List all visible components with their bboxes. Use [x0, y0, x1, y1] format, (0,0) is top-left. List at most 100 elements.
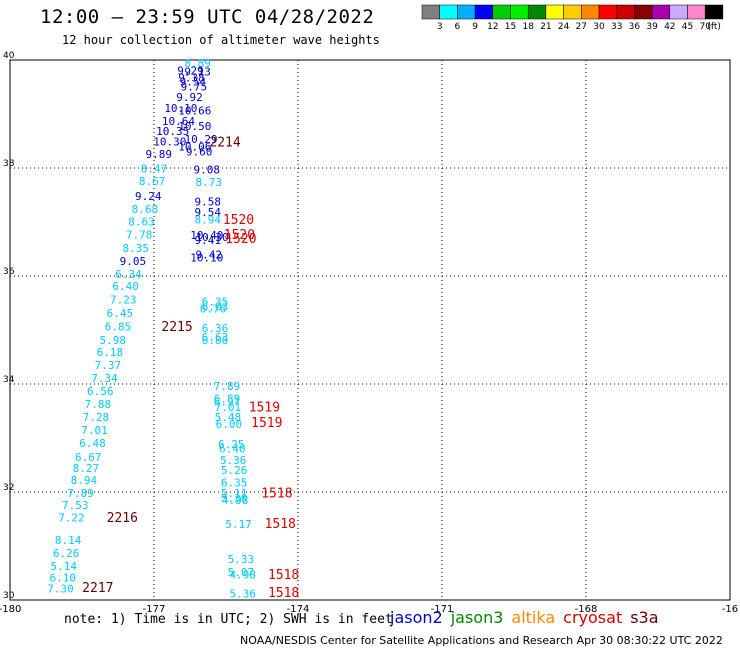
legend-entry-s3a: s3a — [630, 608, 659, 627]
wave-height-label: 5.98 — [99, 334, 126, 347]
wave-height-label: 7.89 — [67, 487, 94, 500]
colorbar-label: 36 — [629, 22, 641, 32]
wave-height-label: 7.53 — [62, 499, 89, 512]
wave-height-label: 9.75 — [181, 81, 208, 94]
colorbar-label: 42 — [664, 22, 675, 32]
colorbar-swatch — [457, 4, 476, 20]
pass-time-label: 1518 — [268, 586, 299, 601]
wave-height-label: 6.48 — [79, 437, 106, 450]
wave-height-label: 8.73 — [195, 176, 222, 189]
wave-height-label: 6.85 — [105, 320, 132, 333]
x-tick-label: -171 — [431, 604, 454, 615]
footer-note: note: 1) Time is in UTC; 2) SWH is in fe… — [64, 612, 393, 627]
wave-height-label: 9.41 — [195, 234, 222, 247]
wave-height-label: 10.50 — [178, 120, 211, 133]
pass-time-label: 1520 — [224, 228, 255, 243]
colorbar-label: 27 — [576, 22, 587, 32]
pass-time-label: 2215 — [161, 320, 192, 335]
wave-height-label: 6.25 — [218, 438, 245, 451]
wave-height-label: 6.18 — [97, 346, 124, 359]
wave-height-label: 10.10 — [164, 102, 197, 115]
wave-height-label: 7.89 — [214, 380, 241, 393]
colorbar-label: 18 — [522, 22, 534, 32]
wave-height-label: 7.37 — [95, 359, 122, 372]
colorbar-label: 15 — [505, 22, 516, 32]
wave-height-label: 9.13 — [184, 65, 211, 78]
pass-time-label: 1518 — [265, 517, 296, 532]
colorbar-swatch — [527, 4, 547, 20]
x-tick-label: -174 — [287, 604, 310, 615]
colorbar-swatch — [634, 4, 653, 20]
wave-height-label: 8.67 — [139, 175, 166, 188]
wave-height-label: 6.00 — [216, 418, 243, 431]
x-tick-label: -168 — [575, 604, 598, 615]
colorbar-swatch — [616, 4, 635, 20]
pass-time-label: 1520 — [225, 232, 256, 247]
wave-height-label: 5.11 — [221, 487, 248, 500]
chart-title: 12:00 – 23:59 UTC 04/28/2022 — [40, 6, 375, 28]
wave-height-label: 6.97 — [214, 395, 241, 408]
y-tick-label: 30 — [3, 591, 15, 601]
colorbar-label: 12 — [487, 22, 498, 32]
x-tick-label: -180 — [0, 604, 21, 615]
wave-height-label: 8.94 — [71, 474, 98, 487]
y-tick-label: 38 — [3, 159, 15, 169]
wave-height-label: 9.42 — [195, 248, 222, 261]
colorbar-label: 70 — [699, 22, 711, 32]
colorbar-label: 24 — [558, 22, 570, 32]
pass-time-label: 2216 — [107, 511, 138, 526]
wave-height-label: 6.80 — [202, 334, 229, 347]
colorbar-swatch — [545, 4, 564, 20]
pass-time-label: 2217 — [82, 581, 113, 596]
wave-height-label: 8.47 — [141, 163, 168, 176]
wave-height-label: 4.98 — [222, 494, 249, 507]
wave-height-label: 10.40 — [190, 229, 223, 242]
pass-time-label: 1518 — [268, 568, 299, 583]
y-tick-label: 36 — [3, 267, 15, 277]
y-tick-label: 34 — [3, 375, 15, 385]
colorbar-swatch — [581, 4, 600, 20]
wave-height-label: 5.14 — [51, 560, 78, 573]
wave-height-label: 7.01 — [81, 424, 108, 437]
wave-height-label: 8.63 — [128, 216, 155, 229]
wave-height-label: 7.22 — [58, 511, 85, 524]
wave-height-label: 8.27 — [73, 462, 100, 475]
colorbar-swatch — [669, 4, 688, 20]
wave-height-label: 6.35 — [202, 295, 229, 308]
colorbar-swatch — [439, 4, 458, 20]
wave-height-label: 7.23 — [110, 293, 137, 306]
wave-height-label: 8.89 — [184, 57, 211, 70]
wave-height-label: 5.07 — [228, 566, 255, 579]
x-tick-label: -16 — [722, 604, 738, 615]
wave-height-label: 6.10 — [50, 571, 77, 584]
colorbar-swatch — [510, 4, 529, 20]
wave-height-label: 9.92 — [176, 91, 203, 104]
chart-subtitle: 12 hour collection of altimeter wave hei… — [62, 33, 380, 47]
wave-height-label: 6.35 — [221, 476, 248, 489]
wave-height-label: 6.40 — [112, 280, 139, 293]
wave-height-label: 6.76 — [200, 302, 227, 315]
wave-height-label: 6.67 — [75, 451, 102, 464]
colorbar-swatch — [421, 4, 440, 20]
wave-height-label: 9.58 — [195, 196, 222, 209]
wave-height-label: 5.48 — [215, 411, 242, 424]
y-tick-label: 32 — [3, 483, 14, 493]
wave-height-label: 6.03 — [202, 300, 229, 313]
wave-height-label: 4.98 — [230, 569, 257, 582]
colorbar-label: 9 — [472, 22, 478, 32]
wave-height-label: 10.64 — [162, 115, 195, 128]
wave-height-label: 9.38 — [178, 71, 205, 84]
wave-height-label: 5.30 — [221, 492, 248, 505]
legend-entry-altika: altika — [511, 608, 556, 627]
wave-height-label: 9.89 — [146, 148, 173, 161]
footer-credit: NOAA/NESDIS Center for Satellite Applica… — [240, 634, 723, 647]
colorbar-label: 21 — [540, 22, 551, 32]
wave-height-label: 10.66 — [178, 104, 211, 117]
wave-height-label: 8.14 — [55, 534, 82, 547]
colorbar-swatch — [704, 4, 724, 20]
wave-height-label: 5.36 — [230, 588, 257, 601]
wave-height-label: 9.54 — [180, 76, 207, 89]
wave-height-label: 5.17 — [225, 518, 252, 531]
wave-height-label: 6.89 — [214, 393, 241, 406]
